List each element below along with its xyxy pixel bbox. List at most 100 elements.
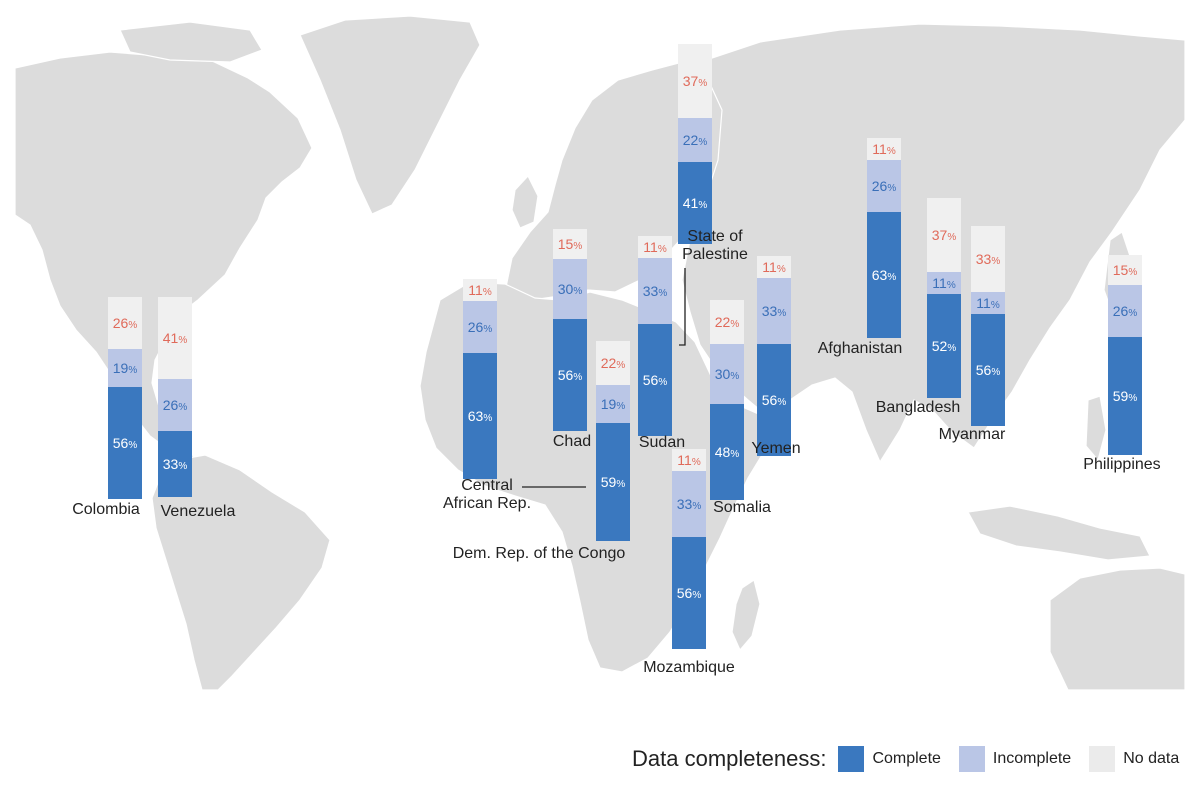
bar-segment-philippines-complete <box>1108 337 1142 455</box>
country-label-mozambique: Mozambique <box>643 659 735 676</box>
bar-segment-philippines-no-data <box>1108 255 1142 285</box>
label-leader-lines <box>522 268 686 488</box>
country-label-philippines: Philippines <box>1083 456 1160 473</box>
bar-segment-bangladesh-complete <box>927 294 961 398</box>
bar-group-afghanistan: 11% 26% 63% Afghanistan <box>818 138 903 357</box>
data-label-somalia-complete: 48% <box>715 444 740 460</box>
bar-segment-yemen-complete <box>757 344 791 456</box>
philippines-islands-landmass <box>1085 395 1107 462</box>
bar-segment-venezuela-complete <box>158 431 192 497</box>
bar-segment-sudan-incomplete <box>638 258 672 324</box>
country-label-sudan: Sudan <box>639 434 685 451</box>
bar-segment-afghanistan-incomplete <box>867 160 901 212</box>
data-label-central-african-rep-incomplete: 26% <box>468 319 493 335</box>
country-bars: 26% 19% 56% Colombia 41% 26% 33% Venezuela 11% 26… <box>72 44 1161 676</box>
bar-segment-bangladesh-incomplete <box>927 272 961 294</box>
bar-segment-venezuela-incomplete <box>158 379 192 431</box>
bar-segment-myanmar-complete <box>971 314 1005 426</box>
south-america-landmass <box>151 454 331 691</box>
data-label-mozambique-incomplete: 33% <box>677 496 702 512</box>
data-label-chad-complete: 56% <box>558 367 583 383</box>
bar-segment-state-of-palestine-no-data <box>678 44 712 118</box>
bar-group-sudan: 11% 33% 56% Sudan <box>638 236 685 451</box>
data-label-afghanistan-no-data: 11% <box>872 141 896 157</box>
world-map-chart: 26% 19% 56% Colombia 41% 26% 33% Venezuela 11% 26… <box>14 15 1185 691</box>
bar-segment-state-of-palestine-incomplete <box>678 118 712 162</box>
data-label-state-of-palestine-no-data: 37% <box>683 73 708 89</box>
bar-segment-colombia-no-data <box>108 297 142 349</box>
data-label-myanmar-no-data: 33% <box>976 251 1001 267</box>
data-label-central-african-rep-complete: 63% <box>468 408 493 424</box>
data-label-sudan-incomplete: 33% <box>643 283 668 299</box>
data-label-bangladesh-no-data: 37% <box>932 227 957 243</box>
bar-segment-yemen-no-data <box>757 256 791 278</box>
data-label-mozambique-no-data: 11% <box>677 452 701 468</box>
data-label-myanmar-incomplete: 11% <box>976 295 1000 311</box>
bar-group-venezuela: 41% 26% 33% Venezuela <box>158 297 235 520</box>
bar-segment-sudan-no-data <box>638 236 672 258</box>
bar-group-state-of-palestine: 37% 22% 41% State of Palestine <box>678 44 748 263</box>
bar-segment-chad-complete <box>553 319 587 431</box>
legend-item-incomplete: Incomplete <box>958 746 1072 772</box>
bar-group-dem-rep-of-the-congo: 22% 19% 59% Dem. Rep. of the Congo <box>453 341 630 562</box>
data-label-chad-incomplete: 30% <box>558 281 583 297</box>
madagascar-landmass <box>731 579 761 652</box>
bar-segment-yemen-incomplete <box>757 278 791 344</box>
bar-segment-dem-rep-of-the-congo-incomplete <box>596 385 630 423</box>
bar-group-mozambique: 11% 33% 56% Mozambique <box>643 449 735 676</box>
bar-group-central-african-rep: 11% 26% 63% Central African Rep. <box>443 279 531 512</box>
bar-group-somalia: 22% 30% 48% Somalia <box>710 300 771 516</box>
data-label-dem-rep-of-the-congo-complete: 59% <box>601 474 626 490</box>
bar-segment-central-african-rep-complete <box>463 353 497 479</box>
data-label-philippines-incomplete: 26% <box>1113 303 1138 319</box>
legend-label-incomplete: Incomplete <box>992 750 1072 767</box>
country-label-colombia: Colombia <box>72 501 140 518</box>
country-label-bangladesh: Bangladesh <box>876 399 961 416</box>
bar-segment-somalia-no-data <box>710 300 744 344</box>
bar-group-chad: 15% 30% 56% Chad <box>553 229 591 450</box>
country-label-central-african-rep: Central African Rep. <box>443 477 531 512</box>
bar-segment-colombia-incomplete <box>108 349 142 387</box>
data-label-somalia-incomplete: 30% <box>715 366 740 382</box>
legend-swatch-incomplete <box>958 746 985 772</box>
bar-segment-sudan-complete <box>638 324 672 436</box>
legend: Data completeness: Complete Incomplete N… <box>632 742 1197 776</box>
data-label-chad-no-data: 15% <box>558 236 583 252</box>
data-label-myanmar-complete: 56% <box>976 362 1001 378</box>
bar-segment-colombia-complete <box>108 387 142 499</box>
data-label-afghanistan-incomplete: 26% <box>872 178 897 194</box>
bar-segment-mozambique-incomplete <box>672 471 706 537</box>
data-label-colombia-complete: 56% <box>113 435 138 451</box>
bar-group-myanmar: 33% 11% 56% Myanmar <box>939 226 1006 443</box>
north-america-landmass <box>14 51 313 462</box>
bar-segment-chad-no-data <box>553 229 587 259</box>
country-label-dem-rep-of-the-congo: Dem. Rep. of the Congo <box>453 545 626 562</box>
bar-segment-central-african-rep-no-data <box>463 279 497 301</box>
legend-title: Data completeness: <box>632 746 827 771</box>
country-label-afghanistan: Afghanistan <box>818 340 903 357</box>
bar-segment-bangladesh-no-data <box>927 198 961 272</box>
data-label-bangladesh-incomplete: 11% <box>932 275 956 291</box>
bar-segment-venezuela-no-data <box>158 297 192 379</box>
data-label-somalia-no-data: 22% <box>715 314 740 330</box>
data-label-state-of-palestine-complete: 41% <box>683 195 708 211</box>
bar-segment-philippines-incomplete <box>1108 285 1142 337</box>
legend-swatch-complete <box>838 746 865 772</box>
country-label-venezuela: Venezuela <box>161 503 236 520</box>
legend-label-no-data: No data <box>1123 750 1180 767</box>
legend-label-complete: Complete <box>872 750 941 767</box>
data-label-mozambique-complete: 56% <box>677 585 702 601</box>
greenland-landmass <box>299 15 481 215</box>
bar-segment-central-african-rep-incomplete <box>463 301 497 353</box>
data-label-sudan-no-data: 11% <box>643 239 667 255</box>
bar-segment-myanmar-no-data <box>971 226 1005 292</box>
data-label-venezuela-complete: 33% <box>163 456 188 472</box>
country-label-yemen: Yemen <box>751 440 800 457</box>
country-label-somalia: Somalia <box>713 499 771 516</box>
bar-segment-dem-rep-of-the-congo-no-data <box>596 341 630 385</box>
palestine-leader-line <box>679 268 686 346</box>
data-label-afghanistan-complete: 63% <box>872 267 897 283</box>
bar-segment-dem-rep-of-the-congo-complete <box>596 423 630 541</box>
bar-segment-chad-incomplete <box>553 259 587 319</box>
bar-segment-afghanistan-no-data <box>867 138 901 160</box>
